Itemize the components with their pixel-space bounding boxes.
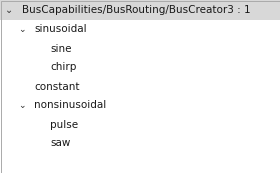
Text: constant: constant <box>34 81 80 92</box>
Bar <box>0 0 280 20</box>
Text: saw: saw <box>50 139 70 148</box>
Text: nonsinusoidal: nonsinusoidal <box>34 101 106 111</box>
Text: sine: sine <box>50 43 71 53</box>
Text: ⌄: ⌄ <box>5 5 13 15</box>
Text: ⌄: ⌄ <box>18 25 25 34</box>
Text: pulse: pulse <box>50 120 78 130</box>
Text: ⌄: ⌄ <box>18 101 25 110</box>
Text: BusCapabilities/BusRouting/BusCreator3 : 1: BusCapabilities/BusRouting/BusCreator3 :… <box>22 5 251 15</box>
Text: sinusoidal: sinusoidal <box>34 25 87 34</box>
Text: chirp: chirp <box>50 62 76 72</box>
